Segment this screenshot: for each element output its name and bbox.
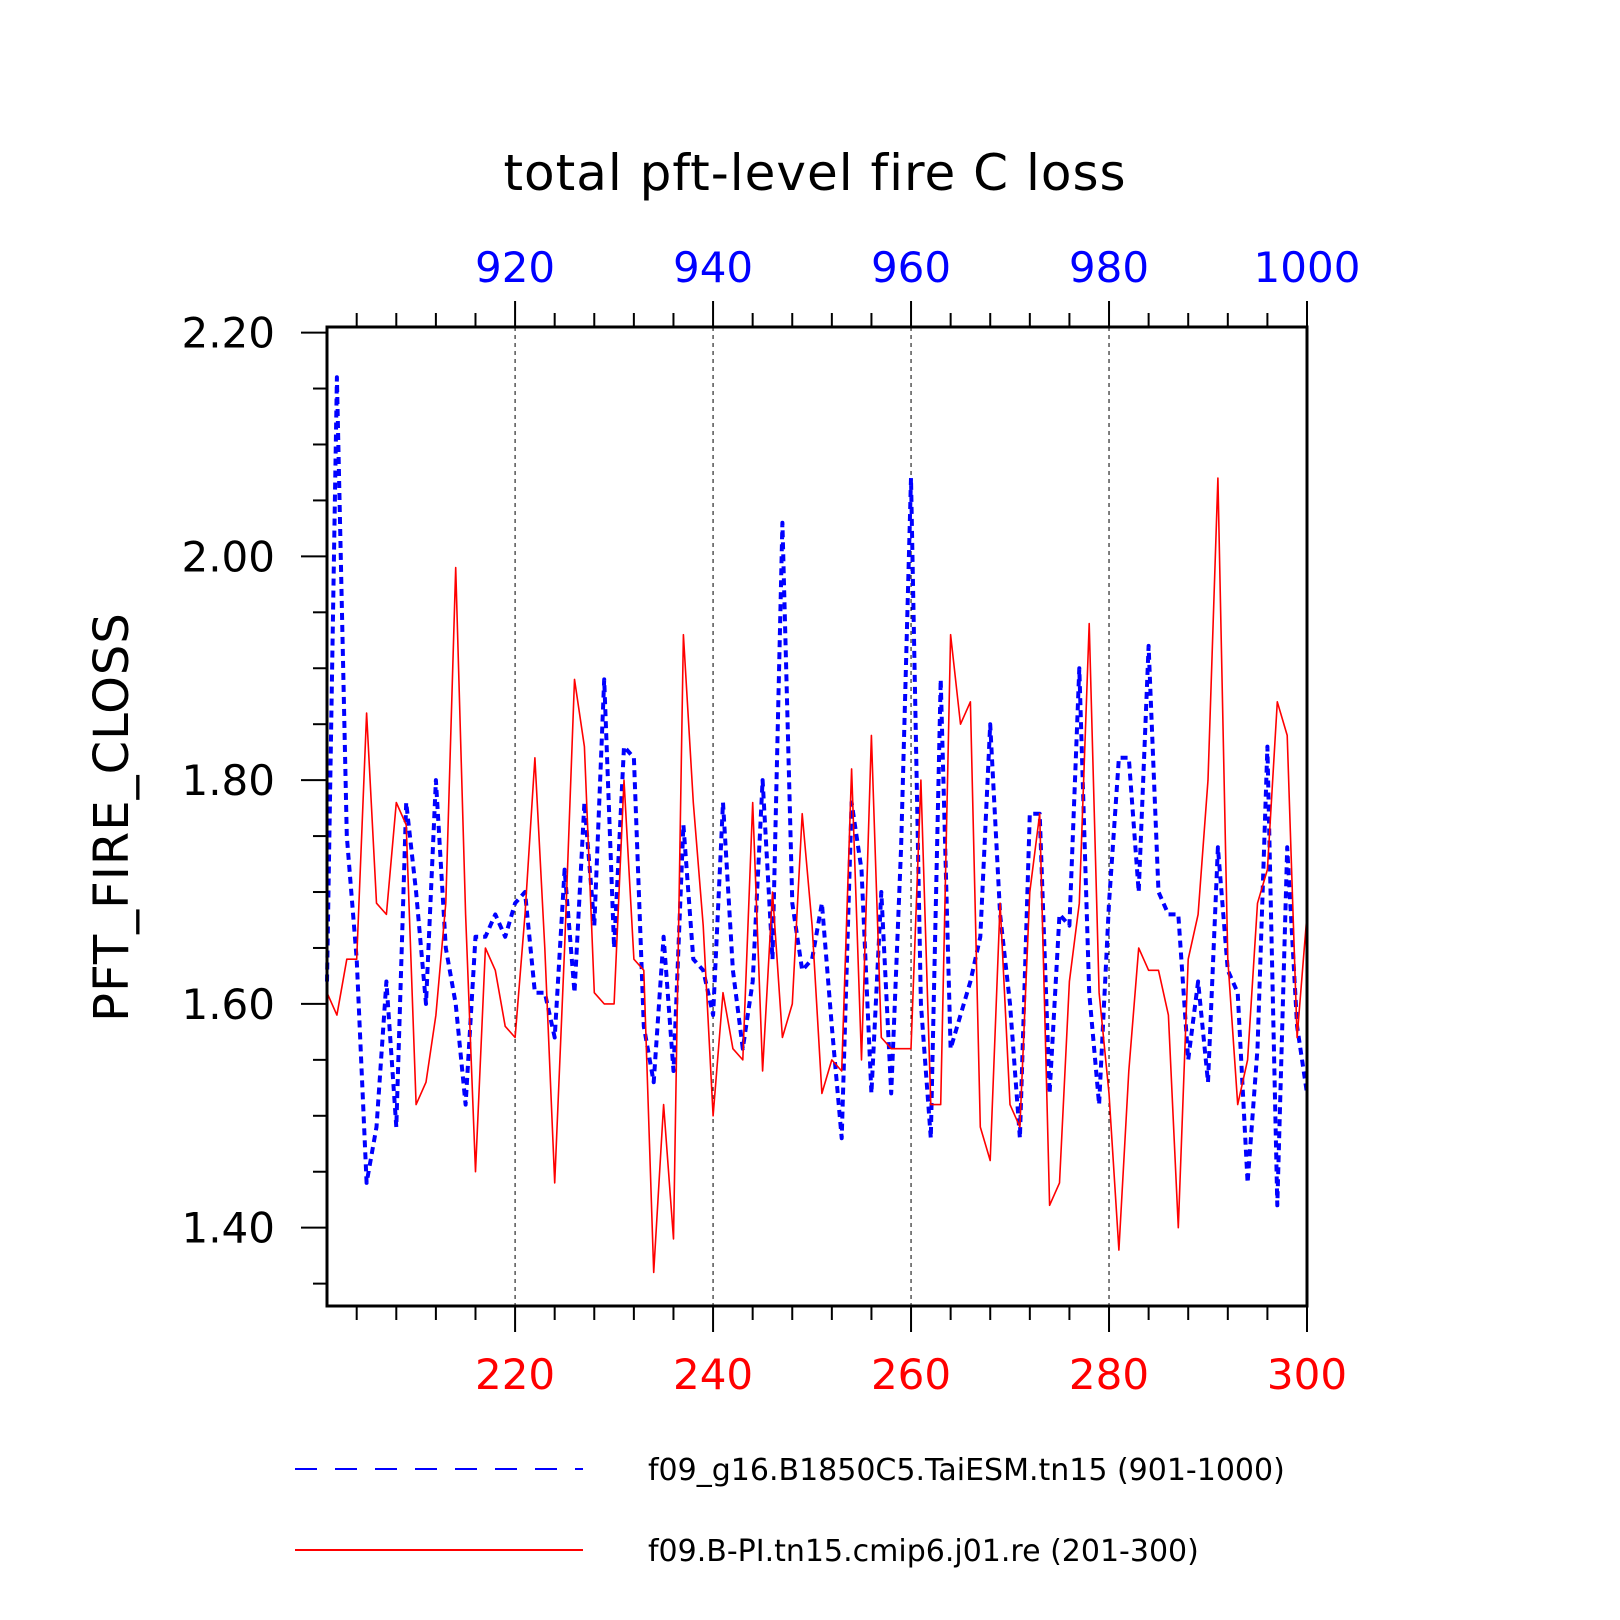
tick-marks	[301, 301, 1308, 1332]
legend-entry: f09.B-PI.tn15.cmip6.j01.re (201-300)	[648, 1534, 1199, 1569]
plot-frame	[325, 325, 1309, 1308]
x-top-tick-label: 920	[475, 243, 555, 292]
y-tick-label: 2.00	[181, 532, 275, 581]
y-tick-label: 1.40	[181, 1204, 275, 1253]
legend: f09_g16.B1850C5.TaiESM.tn15 (901-1000) f0…	[295, 1453, 1285, 1569]
x-top-tick-label: 1000	[1254, 243, 1361, 292]
x-top-tick-label: 980	[1069, 243, 1149, 292]
x-bottom-tick-label: 300	[1267, 1350, 1347, 1399]
x-bottom-tick-label: 260	[871, 1350, 951, 1399]
y-tick-label: 1.80	[181, 756, 275, 805]
x-top-tick-label: 960	[871, 243, 951, 292]
series-layer	[325, 375, 1309, 1274]
y-tick-label: 1.60	[181, 980, 275, 1029]
series-line-blue-dashed	[325, 375, 1309, 1208]
x-bottom-tick-label: 240	[673, 1350, 753, 1399]
x-top-tick-label: 940	[673, 243, 753, 292]
x-bottom-tick-label: 280	[1069, 1350, 1149, 1399]
axes	[325, 325, 1309, 1308]
y-axis-label: PFT_FIRE_CLOSS	[84, 612, 140, 1022]
x-bottom-tick-label: 220	[475, 1350, 555, 1399]
legend-entry: f09_g16.B1850C5.TaiESM.tn15 (901-1000)	[648, 1453, 1285, 1488]
tick-labels: 1.40 1.60 1.80 2.00 2.20 220 240 260 280 300 920 94…	[181, 243, 1360, 1399]
y-tick-label: 2.20	[181, 309, 275, 358]
chart-title: total pft-level fire C loss	[503, 144, 1126, 202]
series-line-red-solid	[326, 477, 1308, 1274]
